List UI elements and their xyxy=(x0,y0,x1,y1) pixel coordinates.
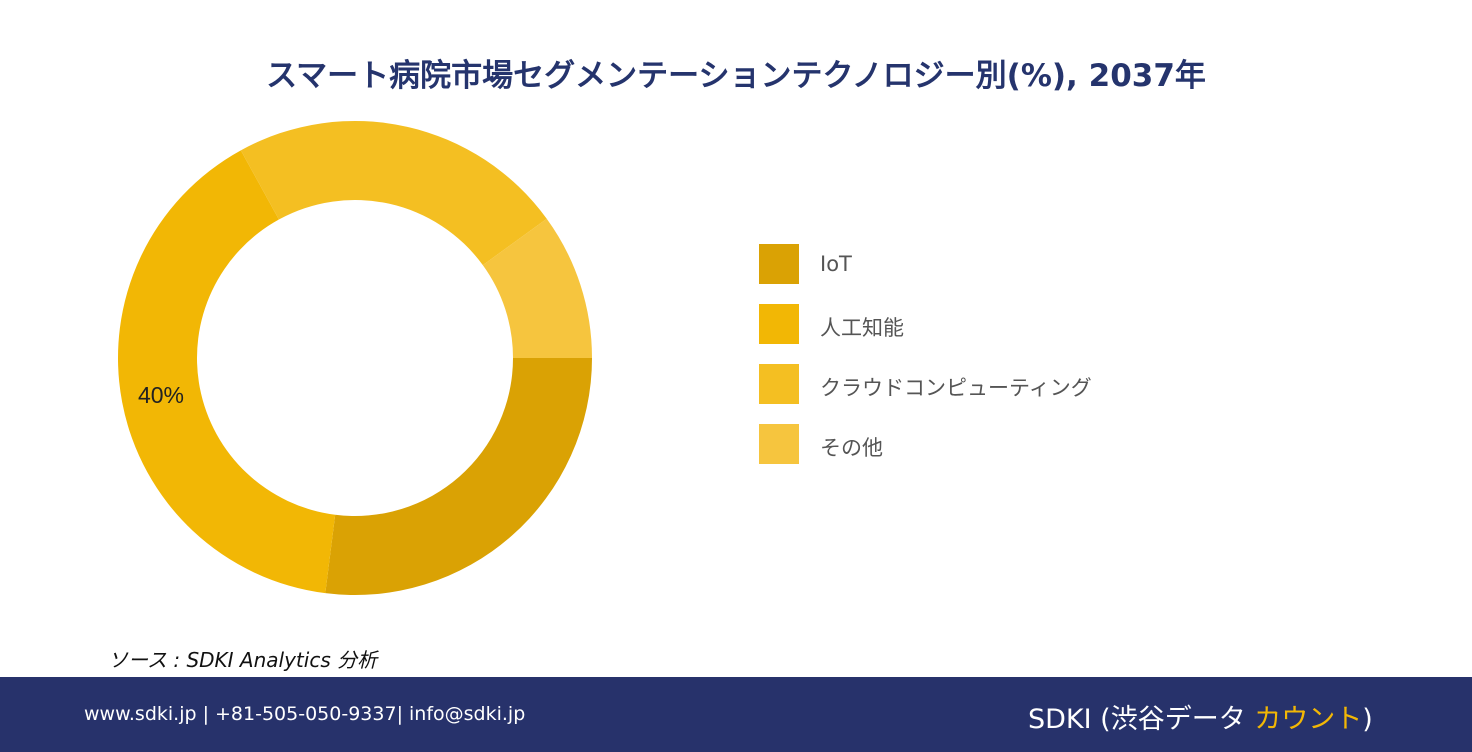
legend-swatch-ai xyxy=(759,304,799,344)
donut-chart: 40% xyxy=(118,121,592,595)
source-note: ソース : SDKI Analytics 分析 xyxy=(108,648,378,672)
legend-label-cloud: クラウドコンピューティング xyxy=(820,376,1092,400)
footer-brand: SDKI (渋谷データ カウント) xyxy=(1028,697,1373,736)
data-label-ai: 40% xyxy=(138,382,184,408)
footer-contact: www.sdki.jp | +81-505-050-9337| info@sdk… xyxy=(84,703,526,725)
legend-label-other: その他 xyxy=(820,436,883,460)
footer-bar: www.sdki.jp | +81-505-050-9337| info@sdk… xyxy=(0,677,1472,752)
donut-slice-iot xyxy=(325,358,592,595)
legend-swatch-cloud xyxy=(759,364,799,404)
chart-title: スマート病院市場セグメンテーションテクノロジー別(%), 2037年 xyxy=(266,58,1206,94)
donut-slice-other xyxy=(482,218,592,358)
donut-slice-cloud xyxy=(240,121,547,266)
legend-label-iot: IoT xyxy=(820,252,852,276)
donut-slice-ai xyxy=(118,150,336,594)
legend-label-ai: 人工知能 xyxy=(820,316,904,340)
brand-main: SDKI (渋谷データ xyxy=(1028,704,1255,735)
legend-swatch-iot xyxy=(759,244,799,284)
legend-swatch-other xyxy=(759,424,799,464)
brand-accent: カウント xyxy=(1254,704,1363,735)
brand-close: ) xyxy=(1362,704,1373,735)
